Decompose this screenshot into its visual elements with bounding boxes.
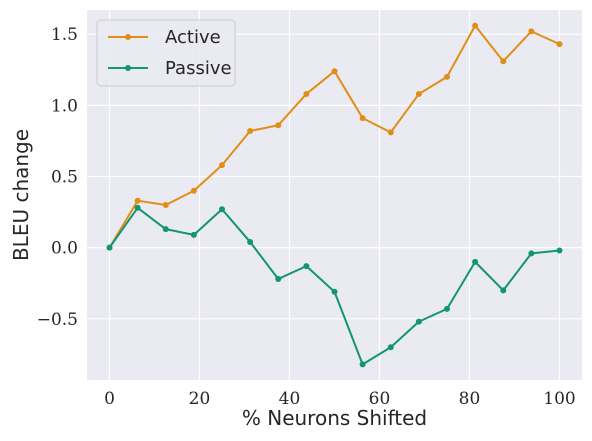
data-point-active bbox=[331, 68, 338, 75]
data-point-passive bbox=[472, 258, 479, 265]
legend-marker-active bbox=[125, 34, 131, 40]
legend: Active Passive bbox=[96, 19, 236, 87]
data-point-active bbox=[415, 90, 422, 97]
series-layer bbox=[106, 22, 563, 368]
data-point-active bbox=[444, 73, 450, 80]
data-point-passive bbox=[190, 231, 197, 238]
data-point-active bbox=[387, 129, 394, 136]
legend-label-active: Active bbox=[165, 27, 221, 48]
data-point-passive bbox=[303, 263, 310, 270]
data-point-passive bbox=[387, 344, 394, 351]
data-point-passive bbox=[500, 287, 507, 294]
x-tick-label: 40 bbox=[279, 389, 301, 409]
data-point-active bbox=[556, 41, 563, 48]
x-axis-label: % Neurons Shifted bbox=[242, 406, 427, 430]
data-point-passive bbox=[556, 247, 563, 254]
y-tick-label: 0.5 bbox=[51, 168, 78, 188]
x-tick-label: 100 bbox=[543, 389, 575, 409]
tick-labels: 0 20 40 60 80 100 −0.5 0.0 0.5 1.0 1.5 bbox=[37, 25, 576, 409]
data-point-passive bbox=[275, 275, 282, 282]
series-passive bbox=[106, 204, 563, 368]
legend-marker-passive bbox=[125, 65, 131, 71]
data-point-active bbox=[190, 187, 197, 194]
data-point-active bbox=[500, 58, 507, 65]
data-point-passive bbox=[134, 204, 141, 211]
data-point-passive bbox=[415, 318, 422, 325]
data-point-active bbox=[219, 162, 225, 169]
grid-lines bbox=[87, 10, 582, 380]
data-point-active bbox=[472, 22, 479, 29]
y-axis-label: BLEU change bbox=[9, 129, 33, 261]
data-point-passive bbox=[331, 288, 338, 295]
data-point-active bbox=[247, 127, 254, 134]
y-tick-label: 1.5 bbox=[51, 25, 78, 45]
data-point-active bbox=[359, 115, 366, 122]
data-point-passive bbox=[247, 238, 254, 245]
data-point-passive bbox=[219, 206, 225, 213]
data-point-active bbox=[275, 122, 282, 129]
legend-label-passive: Passive bbox=[165, 58, 232, 79]
data-point-active bbox=[162, 201, 169, 208]
data-point-passive bbox=[528, 250, 535, 257]
data-point-active bbox=[303, 90, 310, 97]
y-tick-label: 0.0 bbox=[51, 239, 78, 259]
series-active bbox=[106, 22, 563, 251]
x-tick-label: 80 bbox=[459, 389, 481, 409]
x-tick-label: 0 bbox=[104, 389, 115, 409]
data-point-active bbox=[134, 197, 141, 204]
data-point-passive bbox=[444, 305, 450, 312]
x-tick-label: 60 bbox=[369, 389, 391, 409]
y-tick-label: 1.0 bbox=[51, 96, 78, 116]
data-point-active bbox=[528, 28, 535, 35]
data-point-passive bbox=[359, 361, 366, 368]
data-point-passive bbox=[106, 244, 113, 251]
y-tick-label: −0.5 bbox=[37, 310, 78, 330]
x-tick-label: 20 bbox=[189, 389, 211, 409]
data-point-passive bbox=[162, 226, 169, 233]
